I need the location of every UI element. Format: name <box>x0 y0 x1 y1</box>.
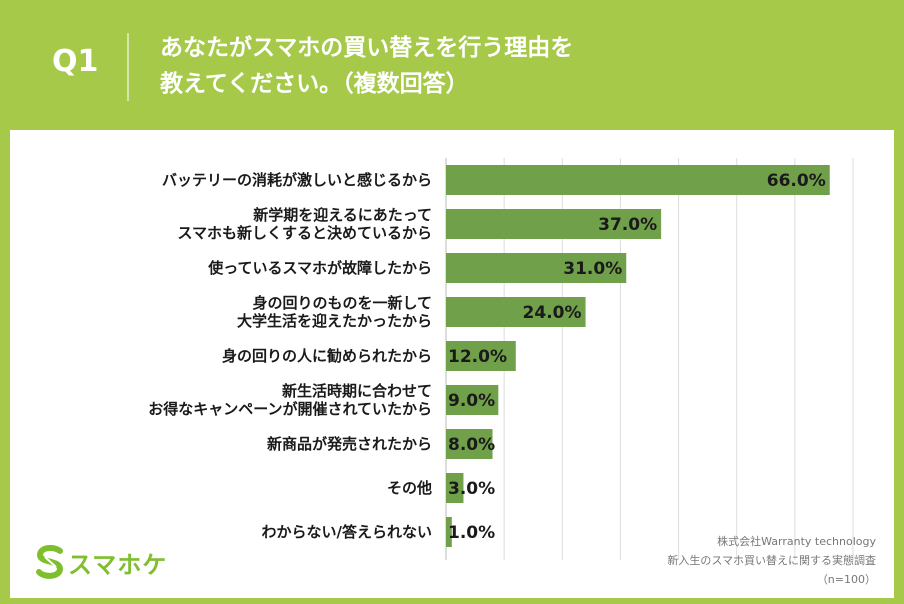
bar <box>446 341 516 371</box>
header-divider <box>127 33 129 101</box>
category-label: 使っているスマホが故障したから <box>207 259 432 277</box>
bar <box>446 253 627 283</box>
bar-value-label: 3.0% <box>448 479 495 499</box>
category-label-line: 大学生活を迎えたかったから <box>237 312 432 330</box>
bar-value-label: 12.0% <box>448 347 507 367</box>
category-label: 身の回りの人に勧められたから <box>222 347 432 365</box>
question-title: あなたがスマホの買い替えを行う理由を 教えてください。（複数回答） <box>160 30 880 102</box>
category-label: わからない/答えられない <box>262 523 432 541</box>
category-label-line: スマホも新しくすると決めているから <box>177 224 432 242</box>
chart-panel: 66.0% バッテリーの消耗が激しいと感じるから 37.0% 新学期を迎えるにあたって… <box>10 130 894 598</box>
category-label-line: その他 <box>387 479 432 497</box>
bar-value-label: 66.0% <box>767 171 826 191</box>
category-label: バッテリーの消耗が激しいと感じるから <box>162 171 432 189</box>
question-title-line-2: 教えてください。（複数回答） <box>160 71 469 97</box>
category-label-line: お得なキャンペーンが開催されていたから <box>148 400 432 418</box>
source-note: 株式会社Warranty technology 新入生のスマホ買い替えに関する実… <box>667 532 876 589</box>
question-header: Q1 あなたがスマホの買い替えを行う理由を 教えてください。（複数回答） <box>0 0 904 130</box>
bar <box>446 473 464 503</box>
category-label-line: バッテリーの消耗が激しいと感じるから <box>162 171 432 189</box>
question-number: Q1 <box>52 44 99 79</box>
category-label: その他 <box>387 479 432 497</box>
category-label-line: 身の回りのものを一新して <box>252 294 432 312</box>
category-label: 新商品が発売されたから <box>267 435 432 453</box>
brand-logo-text: スマホケ <box>68 550 168 579</box>
category-label-line: 新学期を迎えるにあたって <box>253 206 432 224</box>
bar <box>446 209 662 239</box>
category-label: 新学期を迎えるにあたってスマホも新しくすると決めているから <box>177 206 432 242</box>
bar <box>446 517 452 547</box>
category-label-line: 身の回りの人に勧められたから <box>222 347 432 365</box>
bar <box>446 385 499 415</box>
category-label: 新生活時期に合わせてお得なキャンペーンが開催されていたから <box>148 382 432 418</box>
category-label-line: 新生活時期に合わせて <box>282 382 432 400</box>
bar <box>446 297 586 327</box>
bar <box>446 429 493 459</box>
source-survey: 新入生のスマホ買い替えに関する実態調査 <box>667 554 876 567</box>
bar-chart: 66.0% バッテリーの消耗が激しいと感じるから 37.0% 新学期を迎えるにあたって… <box>148 158 854 560</box>
question-title-line-1: あなたがスマホの買い替えを行う理由を <box>160 35 574 61</box>
bar-value-label: 31.0% <box>563 259 622 279</box>
brand-logo: スマホケ <box>36 542 167 582</box>
category-label-line: 新商品が発売されたから <box>267 435 432 453</box>
category-label: 身の回りのものを一新して大学生活を迎えたかったから <box>237 294 432 330</box>
bar-value-label: 8.0% <box>448 435 495 455</box>
bar-value-label: 9.0% <box>448 391 495 411</box>
category-label-line: わからない/答えられない <box>262 523 432 541</box>
s-logo-icon <box>36 545 64 579</box>
category-label-line: 使っているスマホが故障したから <box>207 259 432 277</box>
bar <box>446 165 830 195</box>
source-company: 株式会社Warranty technology <box>717 535 876 548</box>
bar-value-label: 1.0% <box>448 523 495 543</box>
bar-value-label: 24.0% <box>523 303 582 323</box>
bar-value-label: 37.0% <box>598 215 657 235</box>
source-sample-size: （n=100） <box>816 573 876 586</box>
